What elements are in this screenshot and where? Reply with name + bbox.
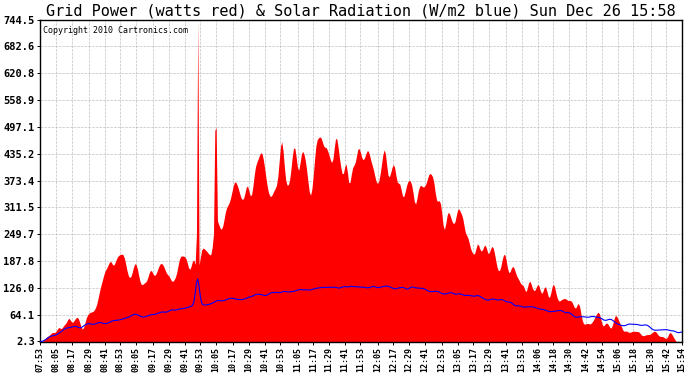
Text: Copyright 2010 Cartronics.com: Copyright 2010 Cartronics.com bbox=[43, 26, 188, 35]
Title: Grid Power (watts red) & Solar Radiation (W/m2 blue) Sun Dec 26 15:58: Grid Power (watts red) & Solar Radiation… bbox=[46, 3, 676, 18]
